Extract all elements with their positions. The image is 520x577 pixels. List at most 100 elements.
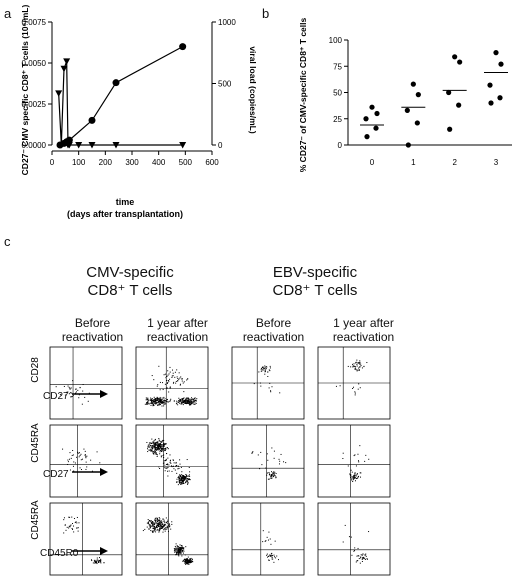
facs-event-dot: [179, 547, 181, 549]
facs-event-dot: [160, 522, 162, 524]
facs-event-dot: [363, 366, 365, 368]
facs-event-dot: [265, 540, 267, 542]
facs-event-dot: [149, 525, 151, 527]
facs-event-dot: [76, 456, 78, 458]
facs-event-dot: [72, 465, 74, 467]
facs-event-dot: [153, 453, 155, 455]
facs-event-dot: [358, 461, 360, 463]
facs-event-dot: [266, 474, 268, 476]
facs-event-dot: [159, 397, 161, 399]
facs-event-dot: [350, 366, 352, 368]
facs-event-dot: [177, 550, 179, 552]
facs-event-dot: [167, 475, 169, 477]
facs-event-dot: [268, 559, 270, 561]
chart-a-xtick-label: 200: [99, 158, 113, 167]
facs-event-dot: [153, 379, 155, 381]
facs-event-dot: [269, 382, 271, 384]
facs-event-dot: [177, 546, 179, 548]
facs-event-dot: [68, 527, 70, 529]
facs-event-dot: [181, 401, 183, 403]
facs-event-dot: [158, 444, 160, 446]
facs-event-dot: [262, 369, 264, 371]
facs-event-dot: [353, 479, 355, 481]
facs-event-dot: [69, 525, 71, 527]
facs-event-dot: [164, 521, 166, 523]
facs-event-dot: [351, 476, 353, 478]
facs-event-dot: [179, 399, 181, 401]
facs-event-dot: [267, 555, 269, 557]
facs-event-dot: [151, 403, 153, 405]
facs-event-dot: [355, 369, 357, 371]
facs-event-dot: [86, 455, 88, 457]
facs-event-dot: [181, 471, 183, 473]
facs-event-dot: [153, 446, 155, 448]
facs-event-dot: [163, 523, 165, 525]
facs-event-dot: [155, 442, 157, 444]
facs-event-dot: [150, 521, 152, 523]
facs-event-dot: [187, 478, 189, 480]
facs-event-dot: [264, 373, 266, 375]
facs-event-dot: [275, 557, 277, 559]
facs-event-dot: [169, 401, 171, 403]
facs-event-dot: [349, 475, 351, 477]
facs-event-dot: [164, 448, 166, 450]
facs-event-dot: [185, 559, 187, 561]
facs-event-dot: [163, 442, 165, 444]
facs-event-dot: [187, 401, 189, 403]
facs-event-dot: [357, 388, 359, 390]
facs-event-dot: [175, 465, 177, 467]
facs-event-dot: [251, 452, 253, 454]
facs-event-dot: [154, 521, 156, 523]
facs-event-dot: [150, 530, 152, 532]
facs-event-dot: [155, 452, 157, 454]
facs-event-dot: [194, 397, 196, 399]
chart-a-xtick-label: 0: [50, 158, 55, 167]
facs-event-dot: [146, 399, 148, 401]
facs-event-dot: [147, 397, 149, 399]
facs-event-dot: [176, 478, 178, 480]
facs-event-dot: [155, 447, 157, 449]
facs-event-dot: [66, 391, 68, 393]
facs-event-dot: [183, 478, 185, 480]
facs-event-dot: [185, 398, 187, 400]
facs-event-dot: [155, 531, 157, 533]
facs-event-dot: [151, 524, 153, 526]
facs-event-dot: [352, 365, 354, 367]
facs-event-dot: [184, 482, 186, 484]
facs-event-dot: [177, 401, 179, 403]
facs-event-dot: [166, 379, 168, 381]
facs-event-dot: [278, 463, 280, 465]
facs-event-dot: [266, 472, 268, 474]
facs-event-dot: [156, 396, 158, 398]
facs-event-dot: [184, 401, 186, 403]
facs-event-dot: [177, 380, 179, 382]
facs-event-dot: [179, 459, 181, 461]
facs-event-dot: [189, 400, 191, 402]
facs-event-dot: [188, 398, 190, 400]
facs-event-dot: [70, 392, 72, 394]
chart-b-point: [414, 120, 420, 126]
facs-event-dot: [160, 444, 162, 446]
facs-event-dot: [167, 470, 169, 472]
facs-event-dot: [161, 449, 163, 451]
chart-a-xlabel: time: [116, 197, 135, 207]
facs-plot-frame: [135, 424, 209, 498]
facs-event-dot: [163, 445, 165, 447]
facs-event-dot: [172, 372, 174, 374]
facs-event-dot: [158, 524, 160, 526]
facs-event-dot: [359, 562, 361, 564]
facs-event-dot: [163, 521, 165, 523]
facs-event-dot: [163, 401, 165, 403]
facs-event-dot: [364, 558, 366, 560]
facs-event-dot: [165, 449, 167, 451]
chart-a-xtick-label: 600: [205, 158, 219, 167]
facs-event-dot: [178, 546, 180, 548]
facs-event-dot: [176, 551, 178, 553]
facs-event-dot: [158, 521, 160, 523]
facs-event-dot: [176, 545, 178, 547]
chart-a-ytick-left-label: 0.0025: [22, 100, 47, 109]
facs-event-dot: [73, 470, 75, 472]
facs-event-dot: [163, 462, 165, 464]
facs-event-dot: [160, 447, 162, 449]
facs-event-dot: [271, 473, 273, 475]
